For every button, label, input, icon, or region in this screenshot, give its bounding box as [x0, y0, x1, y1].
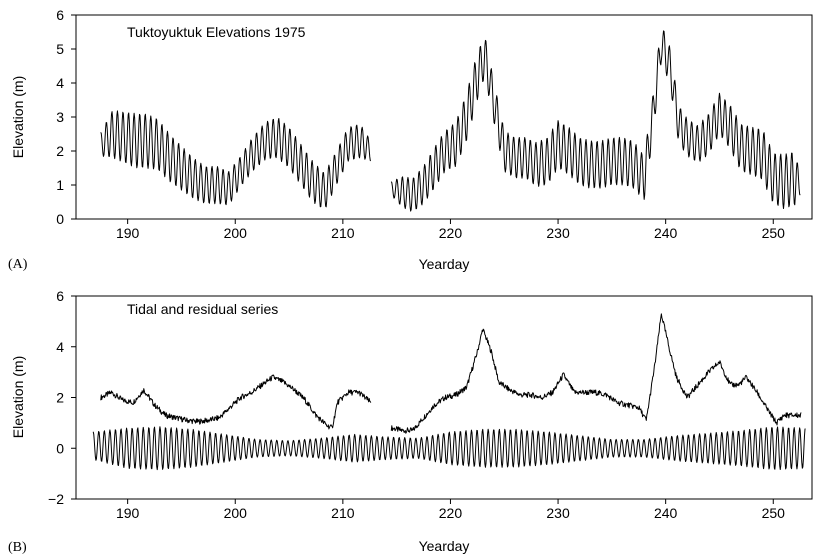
panel-b-series-0-segment-0-line: [100, 374, 372, 430]
panel-b-label: (B): [8, 540, 27, 555]
panel-b-series-0-segment-1-line: [390, 313, 802, 434]
panel-b: Tidal and residual series Elevation (m) …: [8, 288, 813, 555]
panel-a-label: (A): [8, 257, 28, 272]
panel-a-ticks: 190 200 210 220 230 240 250 0 1 2 3 4 5 6: [56, 7, 785, 241]
panel-a-series-0-segment-1-line: [390, 30, 801, 212]
panel-a: Tuktoyuktuk Elevations 1975 Elevation (m…: [8, 7, 813, 272]
panel-b-x-tick-label: 190: [116, 505, 140, 521]
panel-a-y-tick-label: 1: [56, 177, 64, 193]
panel-b-x-tick-label: 210: [331, 505, 355, 521]
panel-a-y-tick-label: 6: [56, 7, 64, 23]
panel-a-y-tick-label: 2: [56, 143, 64, 159]
panel-b-x-tick-label: 230: [546, 505, 570, 521]
panel-b-x-tick-label: 220: [439, 505, 463, 521]
panel-a-x-tick-label: 250: [762, 225, 786, 241]
panel-a-title: Tuktoyuktuk Elevations 1975: [127, 24, 306, 40]
panel-a-series-0-segment-0-line: [100, 110, 371, 208]
panel-b-x-axis-title: Yearday: [419, 538, 470, 554]
panel-a-y-tick-label: 5: [56, 41, 64, 57]
panel-b-plot-frame: [75, 295, 813, 500]
panel-a-x-axis-title: Yearday: [419, 256, 470, 272]
panel-b-y-axis-title: Elevation (m): [10, 356, 26, 438]
panel-b-x-tick-label: 240: [654, 505, 678, 521]
panel-b-y-tick-label: 0: [56, 440, 64, 456]
panel-b-x-tick-label: 250: [762, 505, 786, 521]
panel-a-y-tick-label: 4: [56, 75, 64, 91]
panel-a-y-axis-title: Elevation (m): [10, 76, 26, 158]
panel-a-x-tick-label: 210: [331, 225, 355, 241]
panel-b-ticks: 190 200 210 220 230 240 250 −2 0 2 4 6: [48, 288, 785, 521]
panel-b-y-tick-label: 4: [56, 339, 64, 355]
panel-a-x-tick-label: 190: [116, 225, 140, 241]
panel-a-x-tick-label: 220: [439, 225, 463, 241]
panel-a-y-tick-label: 0: [56, 211, 64, 227]
panel-a-series: [100, 30, 801, 212]
panel-a-y-tick-label: 3: [56, 109, 64, 125]
panel-a-x-tick-label: 230: [546, 225, 570, 241]
panel-b-y-tick-label: −2: [48, 491, 64, 507]
panel-b-x-tick-label: 200: [224, 505, 248, 521]
panel-b-y-tick-label: 2: [56, 390, 64, 406]
panel-b-series: [92, 313, 806, 471]
panel-b-series-1-segment-0-line: [92, 426, 806, 471]
panel-a-x-tick-label: 240: [654, 225, 678, 241]
panel-b-y-tick-label: 6: [56, 288, 64, 304]
panel-a-x-tick-label: 200: [224, 225, 248, 241]
panel-b-title: Tidal and residual series: [127, 301, 278, 317]
